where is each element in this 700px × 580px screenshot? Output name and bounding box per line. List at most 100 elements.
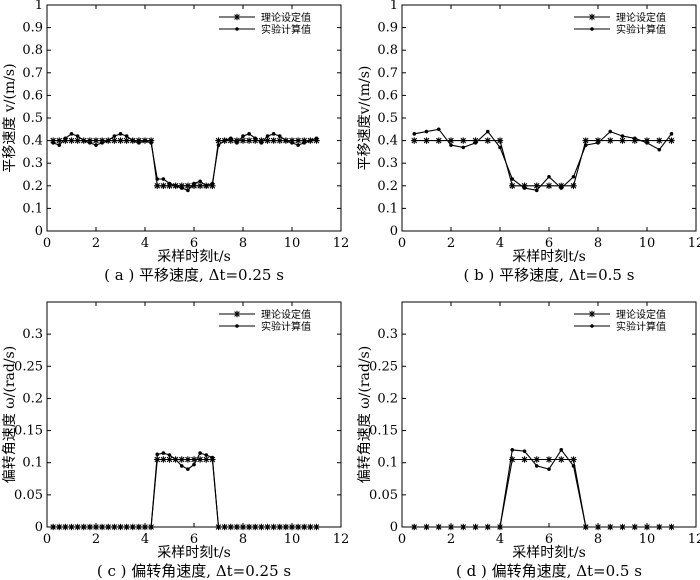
x-tick-label: 0 [398, 532, 406, 547]
dot-point [308, 525, 313, 529]
dot-point [235, 141, 239, 145]
series-line [414, 140, 672, 187]
y-tick-label: 0.7 [22, 66, 43, 81]
dot-point [173, 184, 178, 188]
dot-point [222, 525, 227, 529]
dot-point [314, 136, 319, 141]
x-tick-label: 0 [43, 236, 51, 251]
legend-label: 实验计算值 [616, 320, 666, 333]
dot-point [534, 188, 539, 193]
dot-point [522, 449, 527, 453]
dot-point [143, 138, 147, 143]
dot-point [583, 143, 588, 147]
y-tick-label: 0.3 [22, 156, 43, 171]
y-tick-label: 0.4 [377, 134, 398, 149]
dot-point [473, 141, 478, 145]
dot-point [284, 138, 288, 143]
dot-point [179, 186, 184, 190]
star-point [656, 137, 663, 144]
dot-point [657, 147, 662, 152]
x-tick-label: 6 [190, 236, 198, 251]
star-point [117, 137, 124, 144]
star-point [276, 137, 283, 144]
series-line [414, 448, 672, 528]
x-tick-label: 6 [545, 532, 553, 547]
dot-point [57, 525, 62, 529]
dot-point [620, 134, 625, 138]
dot-point [81, 138, 86, 143]
legend-label: 理论设定值 [616, 308, 666, 321]
legend-label: 理论设定值 [261, 308, 311, 321]
dot-point [302, 141, 307, 145]
x-axis-label: 采样时刻t/s [512, 545, 586, 561]
dot-point [510, 177, 515, 181]
x-tick-label: 10 [284, 236, 301, 251]
star-point [203, 456, 210, 463]
star-point [533, 456, 540, 463]
panel-caption: ( c ) 偏转角速度, Δt=0.25 s [97, 562, 291, 580]
legend-label: 实验计算值 [261, 23, 311, 36]
dot-point [216, 143, 221, 147]
series-experimental [412, 448, 674, 529]
y-tick-label: 0.05 [14, 488, 43, 503]
dot-point [424, 525, 429, 529]
dot-point [547, 174, 551, 179]
plot-frame [46, 4, 342, 232]
dot-point [173, 457, 178, 462]
y-axis-label: 平移速度v/(m/s) [357, 66, 373, 171]
dot-point [290, 141, 294, 145]
star-point [184, 182, 192, 189]
plot-frame [401, 4, 697, 232]
x-tick-label: 8 [239, 236, 247, 251]
y-tick-label: 0.4 [22, 134, 43, 149]
y-axis-label: 偏转角速度 ω/(rad/s) [357, 346, 373, 483]
chart-panel-2: 0 2 4 6 8 10 12 0 0.1 0.2 0.3 0.4 0.5 0.6 0.7 0.8 0.9 1 采样… [357, 0, 700, 284]
y-tick-label: 0.3 [22, 327, 43, 342]
dot-point [412, 132, 417, 136]
dot-point [210, 181, 215, 186]
legend-label: 理论设定值 [261, 11, 311, 24]
dot-point [69, 525, 74, 529]
dot-point [534, 464, 539, 468]
dot-point [314, 525, 319, 529]
dot-point [277, 525, 282, 529]
y-tick-label: 0.25 [369, 359, 398, 374]
x-tick-label: 4 [141, 236, 149, 251]
y-tick-label: 0.1 [377, 456, 398, 471]
dot-point [259, 525, 264, 529]
legend-star-marker [233, 310, 241, 318]
dot-point [63, 136, 68, 141]
y-tick-label: 0.05 [369, 488, 398, 503]
dot-point [51, 141, 55, 145]
dot-point [436, 525, 441, 529]
dot-point [620, 525, 625, 529]
star-point [160, 182, 167, 189]
dot-point [645, 141, 649, 145]
star-point [545, 456, 553, 463]
chart-panel-1: 0 2 4 6 8 10 12 0 0.1 0.2 0.3 0.4 0.5 0.6 0.7 0.8 0.9 1 采样… [2, 0, 349, 284]
star-point [166, 456, 173, 463]
star-point [668, 137, 675, 144]
y-tick-label: 0.3 [377, 327, 398, 342]
x-tick-label: 10 [639, 236, 656, 251]
legend-dot-marker [590, 27, 594, 31]
y-tick-label: 0.15 [14, 424, 43, 439]
legend-dot-marker [235, 27, 239, 31]
x-tick-label: 12 [688, 236, 700, 251]
dot-point [186, 188, 190, 193]
star-point [509, 182, 516, 189]
dot-point [118, 525, 123, 529]
dot-point [284, 525, 288, 529]
y-tick-label: 0.9 [377, 21, 398, 36]
star-point [196, 456, 204, 463]
star-point [533, 182, 540, 189]
x-tick-label: 6 [190, 532, 198, 547]
dot-point [179, 464, 184, 468]
dot-point [124, 134, 129, 138]
dot-point [198, 179, 202, 184]
dot-point [571, 174, 576, 179]
dot-point [308, 138, 313, 143]
dot-point [94, 143, 98, 147]
